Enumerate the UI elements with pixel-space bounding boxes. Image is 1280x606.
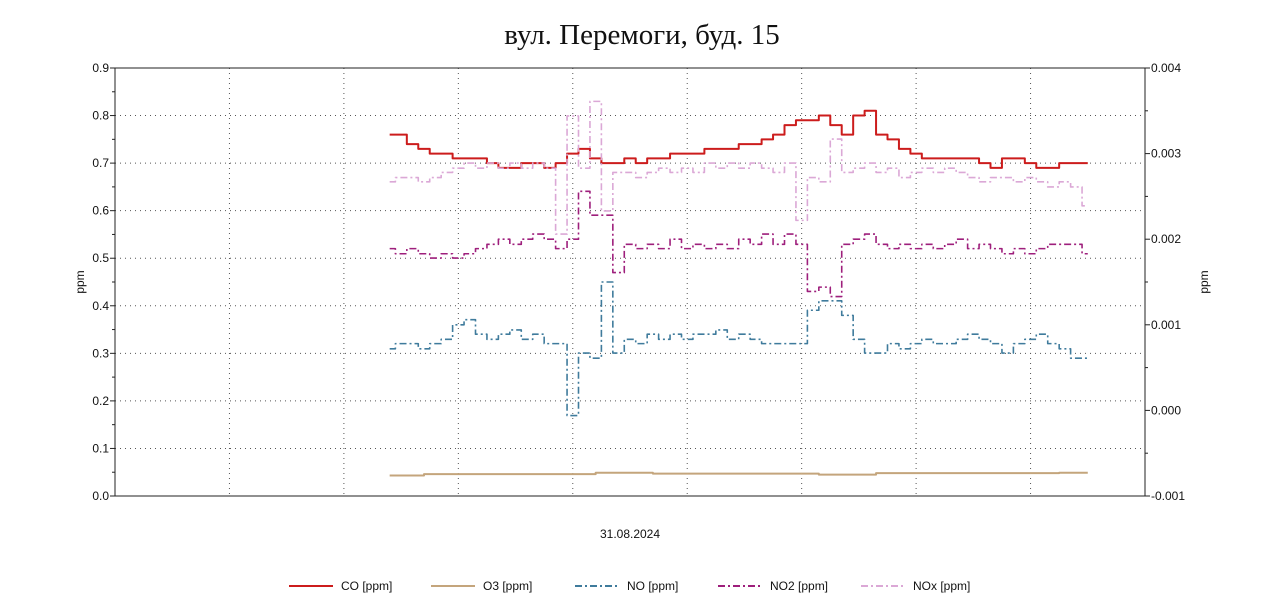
left-tick-label: 0.1 bbox=[92, 441, 109, 455]
legend-item-o3: O3 [ppm] bbox=[431, 579, 532, 593]
left-tick-label: 0.8 bbox=[92, 109, 109, 123]
right-tick-label: -0.001 bbox=[1151, 489, 1185, 503]
series-line-no2 bbox=[389, 190, 1088, 298]
left-tick-label: 0.9 bbox=[92, 61, 109, 75]
legend-label: NO [ppm] bbox=[627, 579, 678, 593]
series-group bbox=[389, 100, 1088, 477]
left-y-axis: 0.0 0.1 0.2 0.3 0.4 0.5 0.6 0.7 0.8 0.9 bbox=[92, 61, 115, 503]
right-tick-label: 0.003 bbox=[1151, 147, 1181, 161]
series-line-co bbox=[389, 109, 1088, 169]
legend-item-nox: NOx [ppm] bbox=[861, 579, 970, 593]
left-y-axis-label: ppm bbox=[73, 270, 87, 293]
left-tick-label: 0.0 bbox=[92, 489, 109, 503]
left-tick-label: 0.6 bbox=[92, 204, 109, 218]
x-axis-label: 31.08.2024 bbox=[600, 527, 660, 541]
right-tick-label: 0.002 bbox=[1151, 232, 1181, 246]
series-line-no bbox=[389, 281, 1088, 417]
right-y-axis: -0.001 0.000 0.001 0.002 0.003 0.004 bbox=[1145, 61, 1185, 503]
legend-label: NOx [ppm] bbox=[913, 579, 970, 593]
legend: CO [ppm] O3 [ppm] NO [ppm] NO2 [ppm] NOx [pp… bbox=[289, 579, 970, 593]
right-y-axis-label: ppm bbox=[1197, 270, 1211, 293]
legend-label: CO [ppm] bbox=[341, 579, 392, 593]
legend-item-no2: NO2 [ppm] bbox=[718, 579, 828, 593]
series-line-nox bbox=[389, 100, 1088, 235]
legend-item-no: NO [ppm] bbox=[575, 579, 678, 593]
legend-label: NO2 [ppm] bbox=[770, 579, 828, 593]
series-line-o3 bbox=[389, 471, 1088, 477]
left-tick-label: 0.7 bbox=[92, 156, 109, 170]
right-tick-label: 0.000 bbox=[1151, 403, 1181, 417]
left-tick-label: 0.5 bbox=[92, 251, 109, 265]
legend-label: O3 [ppm] bbox=[483, 579, 532, 593]
left-tick-label: 0.3 bbox=[92, 346, 109, 360]
grid bbox=[115, 68, 1145, 496]
right-tick-label: 0.001 bbox=[1151, 318, 1181, 332]
right-tick-label: 0.004 bbox=[1151, 61, 1181, 75]
left-tick-label: 0.4 bbox=[92, 299, 109, 313]
chart-title: вул. Перемоги, буд. 15 bbox=[504, 19, 779, 51]
left-tick-label: 0.2 bbox=[92, 394, 109, 408]
plot-frame bbox=[114, 67, 1146, 497]
legend-item-co: CO [ppm] bbox=[289, 579, 392, 593]
